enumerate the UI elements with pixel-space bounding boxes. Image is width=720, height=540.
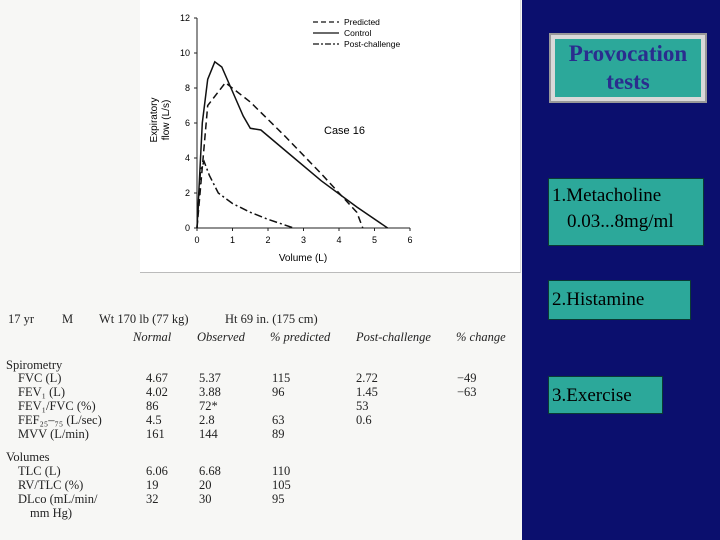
item-1-line-1: 1.Metacholine: [552, 185, 662, 206]
post-challenge-value: 0.6: [356, 413, 372, 427]
pct-predicted-value: 89: [272, 427, 285, 441]
header-normal: Normal: [133, 330, 172, 344]
normal-value: 161: [146, 427, 165, 441]
chart-series: [196, 60, 389, 229]
y-tick-label: 4: [185, 153, 190, 163]
header-post-challenge: Post-challenge: [356, 330, 431, 344]
patient-age: 17 yr: [8, 312, 35, 326]
row-label: mm Hg): [30, 506, 73, 520]
observed-value: 72*: [199, 399, 218, 413]
series-line-post-challenge: [196, 159, 294, 229]
header-pct-predicted: % predicted: [270, 330, 331, 344]
header-observed: Observed: [197, 330, 245, 344]
row-label: FVC (L): [18, 371, 62, 385]
x-tick-label: 5: [372, 235, 377, 245]
row-label: MVV (L/min): [18, 427, 89, 441]
observed-value: 3.88: [199, 385, 221, 399]
pct-change-value: −49: [457, 371, 477, 385]
section-spirometry: Spirometry: [6, 358, 63, 372]
item-1-line-2: 0.03...8mg/ml: [567, 211, 674, 232]
series-line-predicted: [196, 81, 364, 229]
pct-predicted-value: 95: [272, 492, 285, 506]
title-box-inner: Provocation tests: [555, 39, 701, 97]
normal-value: 32: [146, 492, 159, 506]
post-challenge-value: 2.72: [356, 371, 378, 385]
normal-value: 6.06: [146, 464, 168, 478]
observed-value: 30: [199, 492, 212, 506]
row-label: FEV₁/FVC (%): [18, 399, 96, 413]
pct-predicted-value: 110: [272, 464, 291, 478]
normal-value: 19: [146, 478, 159, 492]
patient-sex: M: [62, 312, 74, 326]
observed-value: 20: [199, 478, 212, 492]
case-annotation: Case 16: [324, 125, 365, 137]
pct-predicted-value: 115: [272, 371, 291, 385]
legend-label: Predicted: [344, 17, 380, 27]
x-tick-label: 6: [407, 235, 412, 245]
x-tick-label: 2: [265, 235, 270, 245]
item-metacholine: 1.Metacholine 0.03...8mg/ml: [548, 178, 704, 246]
legend-label: Control: [344, 28, 372, 38]
legend-label: Post-challenge: [344, 39, 401, 49]
pct-predicted-value: 96: [272, 385, 285, 399]
title-box: Provocation tests: [549, 33, 707, 103]
observed-value: 5.37: [199, 371, 221, 385]
row-label: TLC (L): [18, 464, 61, 478]
row-label: RV/TLC (%): [18, 478, 84, 492]
x-tick-label: 4: [336, 235, 341, 245]
observed-value: 2.8: [199, 413, 215, 427]
y-axis-label-line1: Expiratory: [149, 97, 160, 142]
chart-axes: [196, 18, 410, 229]
x-tick-label: 0: [194, 235, 199, 245]
item-exercise: 3.Exercise: [548, 376, 663, 414]
x-axis-label: Volume (L): [279, 253, 327, 264]
y-tick-label: 10: [180, 48, 190, 58]
normal-value: 4.67: [146, 371, 168, 385]
y-tick-label: 0: [185, 223, 190, 233]
x-tick-label: 1: [230, 235, 235, 245]
pct-change-value: −63: [457, 385, 477, 399]
pct-predicted-value: 105: [272, 478, 291, 492]
item-histamine: 2.Histamine: [548, 280, 691, 320]
y-tick-label: 12: [180, 13, 190, 23]
title-line-2: tests: [606, 69, 650, 94]
y-axis-label-line2: flow (L/s): [161, 100, 172, 141]
patient-weight: Wt 170 lb (77 kg): [99, 312, 189, 326]
item-2-label: 2.Histamine: [552, 289, 645, 310]
flow-volume-chart: 0 1 2 3 4 5 6 0 2 4 6 8 10 12 Predicted Control Post-ch…: [140, 0, 521, 273]
y-tick-label: 8: [185, 83, 190, 93]
patient-height: Ht 69 in. (175 cm): [225, 312, 318, 326]
series-line-control: [196, 60, 389, 229]
row-label: DLco (mL/min/: [18, 492, 98, 506]
header-pct-change: % change: [456, 330, 506, 344]
x-tick-label: 3: [301, 235, 306, 245]
section-volumes: Volumes: [6, 450, 50, 464]
pct-predicted-value: 63: [272, 413, 285, 427]
row-label: FEV₁ (L): [18, 385, 66, 399]
observed-value: 6.68: [199, 464, 221, 478]
y-tick-label: 6: [185, 118, 190, 128]
row-label: FEF₂₅–₇₅ (L/sec): [18, 413, 102, 427]
normal-value: 4.02: [146, 385, 168, 399]
item-3-label: 3.Exercise: [552, 385, 632, 406]
post-challenge-value: 1.45: [356, 385, 378, 399]
normal-value: 4.5: [146, 413, 162, 427]
post-challenge-value: 53: [356, 399, 369, 413]
observed-value: 144: [199, 427, 218, 441]
title-line-1: Provocation: [568, 41, 688, 66]
normal-value: 86: [146, 399, 159, 413]
y-tick-label: 2: [185, 188, 190, 198]
